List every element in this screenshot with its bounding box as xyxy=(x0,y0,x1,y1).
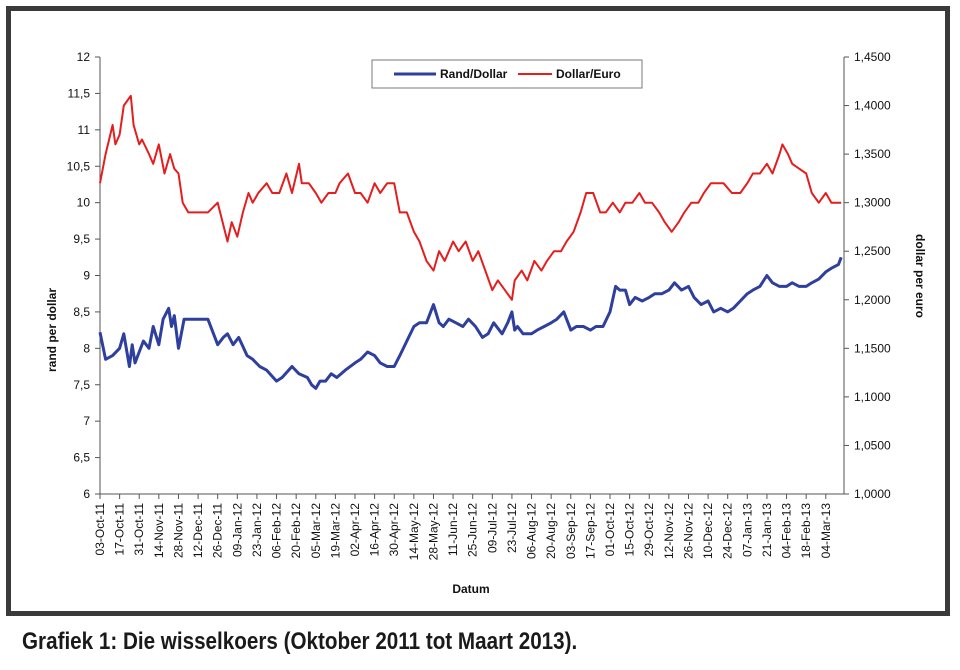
y-tick-label-right: 1,2000 xyxy=(854,293,891,307)
x-tick-label: 20-Feb-12 xyxy=(289,503,303,559)
y-tick-label-right: 1,0000 xyxy=(854,487,891,501)
x-tick-label: 24-Dec-12 xyxy=(721,503,735,559)
y-tick-label-left: 11 xyxy=(78,123,91,137)
x-tick-label: 05-Mar-12 xyxy=(309,503,323,559)
x-tick-label: 19-Mar-12 xyxy=(328,503,342,559)
x-tick-label: 18-Feb-13 xyxy=(799,503,813,559)
x-tick-label: 14-May-12 xyxy=(407,503,421,561)
y-tick-label-left: 7,5 xyxy=(73,378,90,392)
y-tick-label-left: 8 xyxy=(83,341,90,355)
x-tick-label: 07-Jan-13 xyxy=(740,503,754,557)
x-tick-label: 21-Jan-13 xyxy=(760,503,774,557)
y-tick-label-right: 1,1500 xyxy=(854,341,891,355)
y-tick-label-right: 1,1000 xyxy=(854,390,891,404)
y-tick-label-left: 12 xyxy=(77,50,91,64)
x-tick-label: 17-Sep-12 xyxy=(583,503,597,559)
legend-label-dollar-euro: Dollar/Euro xyxy=(556,67,621,81)
x-tick-label: 26-Dec-11 xyxy=(211,503,225,558)
exchange-rate-chart: 6 6,5 7 7,5 8 8,5 9 9,5 10 10,5 11 11,5 12 1,0000 1,05… xyxy=(45,50,927,596)
y-tick-label-left: 11,5 xyxy=(68,86,91,100)
y-axis-title-right: dollar per euro xyxy=(913,234,927,318)
x-tick-label: 30-Apr-12 xyxy=(387,503,401,557)
x-tick-label: 15-Oct-12 xyxy=(623,503,637,557)
x-tick-label: 28-May-12 xyxy=(426,503,440,561)
x-tick-label: 14-Nov-11 xyxy=(152,503,166,558)
x-tick-label: 02-Apr-12 xyxy=(348,503,362,557)
x-tick-label: 06-Feb-12 xyxy=(270,503,284,559)
x-tick-label: 17-Oct-11 xyxy=(113,503,127,556)
x-tick-label: 23-Jul-12 xyxy=(505,503,519,553)
rand-dollar-line xyxy=(98,256,843,390)
y-tick-label-left: 10 xyxy=(77,196,91,210)
dollar-euro-line xyxy=(99,94,842,301)
y-tick-label-left: 8,5 xyxy=(73,305,90,319)
figure-caption: Grafiek 1: Die wisselkoers (Oktober 2011… xyxy=(22,628,578,655)
x-tick-label: 28-Nov-11 xyxy=(171,503,185,558)
x-tick-label: 01-Oct-12 xyxy=(603,503,617,557)
x-tick-label: 04-Feb-13 xyxy=(780,503,794,559)
y-tick-label-left: 6,5 xyxy=(73,451,90,465)
x-tick-label: 16-Apr-12 xyxy=(368,503,382,557)
x-tick-label: 12-Nov-12 xyxy=(662,503,676,559)
x-tick-label: 09-Jan-12 xyxy=(230,503,244,557)
legend-label-rand-dollar: Rand/Dollar xyxy=(440,67,508,81)
x-tick-label: 20-Aug-12 xyxy=(544,503,558,559)
x-tick-label: 03-Sep-12 xyxy=(564,503,578,559)
y-tick-label-right: 1,4500 xyxy=(854,50,891,64)
x-tick-label: 10-Dec-12 xyxy=(701,503,715,559)
x-tick-label: 29-Oct-12 xyxy=(642,503,656,557)
y-axis-title-left: rand per dollar xyxy=(45,288,59,372)
y-tick-label-left: 6 xyxy=(83,487,90,501)
x-tick-label: 09-Jul-12 xyxy=(485,503,499,553)
x-tick-label: 26-Nov-12 xyxy=(681,503,695,559)
y-tick-label-right: 1,0500 xyxy=(854,438,891,452)
y-tick-label-right: 1,2500 xyxy=(854,244,891,258)
y-tick-label-right: 1,3000 xyxy=(854,196,891,210)
x-tick-label: 23-Jan-12 xyxy=(250,503,264,557)
y-tick-label-left: 7 xyxy=(83,414,90,428)
y-tick-label-left: 9 xyxy=(83,269,90,283)
x-tick-label: 03-Oct-11 xyxy=(93,503,107,556)
x-tick-label: 04-Mar-13 xyxy=(819,503,833,559)
x-tick-label: 12-Dec-11 xyxy=(191,503,205,558)
y-tick-label-right: 1,4000 xyxy=(854,99,891,113)
y-tick-label-right: 1,3500 xyxy=(854,147,891,161)
x-tick-label: 25-Jun-12 xyxy=(466,503,480,557)
x-axis-title: Datum xyxy=(452,582,489,596)
chart-frame xyxy=(6,6,950,616)
x-tick-label: 31-Oct-11 xyxy=(132,503,146,556)
x-tick-label: 11-Jun-12 xyxy=(446,503,460,556)
x-tick-label: 06-Aug-12 xyxy=(525,503,539,559)
y-tick-label-left: 9,5 xyxy=(73,232,90,246)
y-tick-label-left: 10,5 xyxy=(67,159,91,173)
